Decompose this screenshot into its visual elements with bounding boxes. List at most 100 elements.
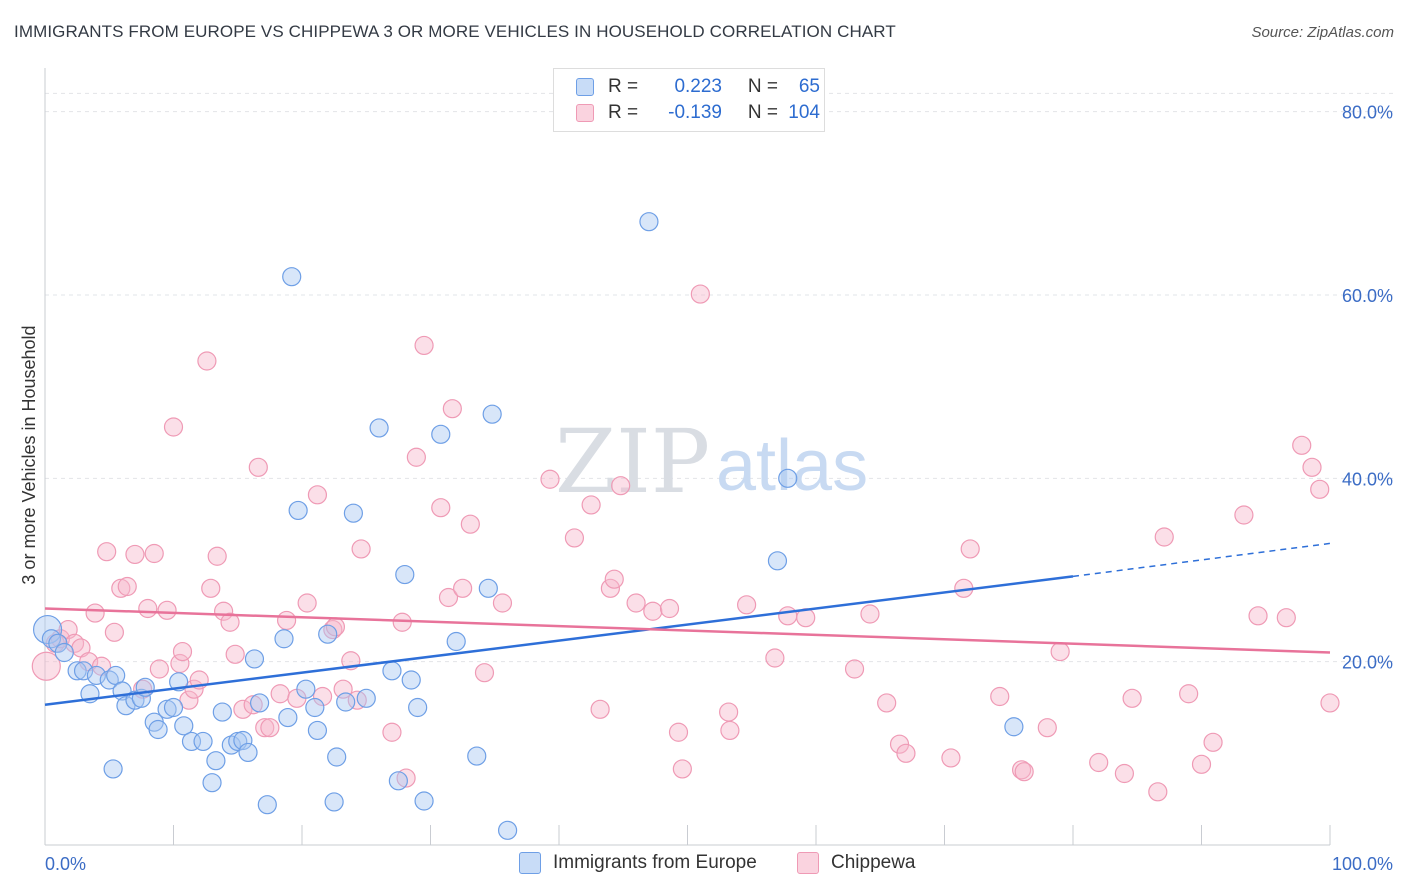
- data-point: [1276, 608, 1296, 628]
- watermark: ZIP atlas: [555, 410, 868, 513]
- data-point: [296, 679, 316, 699]
- legend-label-immigrants: Immigrants from Europe: [553, 852, 757, 873]
- data-point: [408, 697, 428, 718]
- data-point: [312, 686, 333, 707]
- data-point: [270, 684, 290, 704]
- legend-swatch-chippewa: [576, 104, 594, 122]
- data-point: [414, 335, 434, 356]
- data-point: [172, 641, 193, 662]
- data-point: [157, 600, 177, 620]
- data-point: [244, 649, 265, 669]
- data-point: [460, 514, 480, 534]
- data-point: [990, 686, 1010, 707]
- legend-item-immigrants[interactable]: Immigrants from Europe: [519, 852, 757, 874]
- gridlines: [45, 92, 1395, 663]
- data-point: [765, 648, 785, 668]
- legend-item-chippewa[interactable]: Chippewa: [797, 852, 916, 874]
- trend-lines: [44, 542, 1331, 706]
- data-point: [276, 610, 297, 631]
- data-point: [453, 578, 473, 598]
- data-point: [193, 731, 213, 752]
- data-point: [540, 469, 560, 489]
- data-point: [778, 606, 798, 626]
- data-point: [117, 576, 137, 597]
- data-point: [1292, 435, 1312, 455]
- legend-r-label: R =: [608, 76, 639, 97]
- data-point: [1179, 684, 1199, 704]
- data-point: [1154, 527, 1174, 547]
- data-point: [611, 476, 631, 496]
- data-point: [382, 661, 402, 681]
- data-point: [282, 267, 302, 287]
- data-point: [442, 399, 462, 419]
- data-point: [604, 569, 624, 589]
- legend-n-value: 65: [798, 76, 820, 97]
- data-point: [202, 773, 222, 793]
- legend-swatch-immigrants: [519, 852, 541, 874]
- data-point: [336, 692, 356, 712]
- data-point: [1310, 479, 1330, 499]
- data-point: [174, 716, 194, 736]
- data-point: [860, 604, 880, 624]
- data-point: [324, 792, 344, 812]
- data-point: [1014, 762, 1034, 782]
- data-point: [67, 661, 87, 681]
- data-point: [32, 614, 63, 645]
- data-point: [844, 659, 865, 679]
- data-point: [1114, 763, 1135, 784]
- data-point: [356, 688, 376, 708]
- data-point: [73, 661, 94, 681]
- data-point: [197, 351, 217, 371]
- data-point: [446, 631, 466, 652]
- data-point: [396, 768, 416, 788]
- source-credit: Source: ZipAtlas.com: [1251, 24, 1394, 41]
- data-point: [1037, 718, 1057, 738]
- data-point: [406, 447, 426, 467]
- data-point: [220, 612, 240, 632]
- data-point: [941, 748, 961, 768]
- legend-n-value: 104: [788, 102, 820, 123]
- data-point: [249, 693, 270, 713]
- data-point: [307, 720, 328, 741]
- trend-line-immigrants-extension: [1072, 542, 1331, 578]
- watermark-zip: ZIP: [555, 410, 710, 513]
- data-point: [1191, 754, 1212, 774]
- tick-labels: 20.0% 40.0% 60.0% 80.0% 0.0% 100.0%: [45, 103, 1393, 874]
- data-point: [307, 485, 328, 505]
- legend-n-label: N =: [747, 76, 778, 97]
- data-point: [149, 659, 169, 679]
- data-point: [626, 593, 646, 613]
- y-tick-label: 80.0%: [1342, 103, 1393, 123]
- data-point: [179, 690, 199, 710]
- data-point: [431, 498, 451, 518]
- data-point: [590, 699, 610, 719]
- x-tick-label: 0.0%: [45, 854, 86, 874]
- data-point: [1004, 717, 1024, 737]
- data-point: [1234, 505, 1254, 525]
- data-point: [388, 771, 408, 791]
- data-point: [438, 587, 459, 608]
- data-point: [288, 500, 308, 521]
- data-point: [54, 642, 74, 663]
- data-point: [163, 697, 184, 718]
- data-point: [201, 578, 221, 598]
- data-point: [639, 212, 659, 232]
- legend-r-value: -0.139: [668, 102, 722, 123]
- data-point: [163, 417, 184, 437]
- data-point: [327, 747, 347, 767]
- data-point: [1122, 688, 1142, 708]
- data-point: [1302, 457, 1322, 477]
- data-point: [305, 697, 325, 718]
- legend-swatch-immigrants: [576, 78, 594, 96]
- data-point: [125, 544, 145, 565]
- data-point: [248, 457, 268, 477]
- legend-n-label: N =: [747, 102, 778, 123]
- trend-line-chippewa: [44, 607, 1331, 654]
- data-point: [351, 539, 371, 559]
- chart-title: IMMIGRANTS FROM EUROPE VS CHIPPEWA 3 OR …: [14, 22, 896, 41]
- data-point: [343, 503, 363, 523]
- data-point: [690, 284, 710, 304]
- watermark-atlas: atlas: [716, 426, 868, 506]
- data-point: [369, 418, 389, 438]
